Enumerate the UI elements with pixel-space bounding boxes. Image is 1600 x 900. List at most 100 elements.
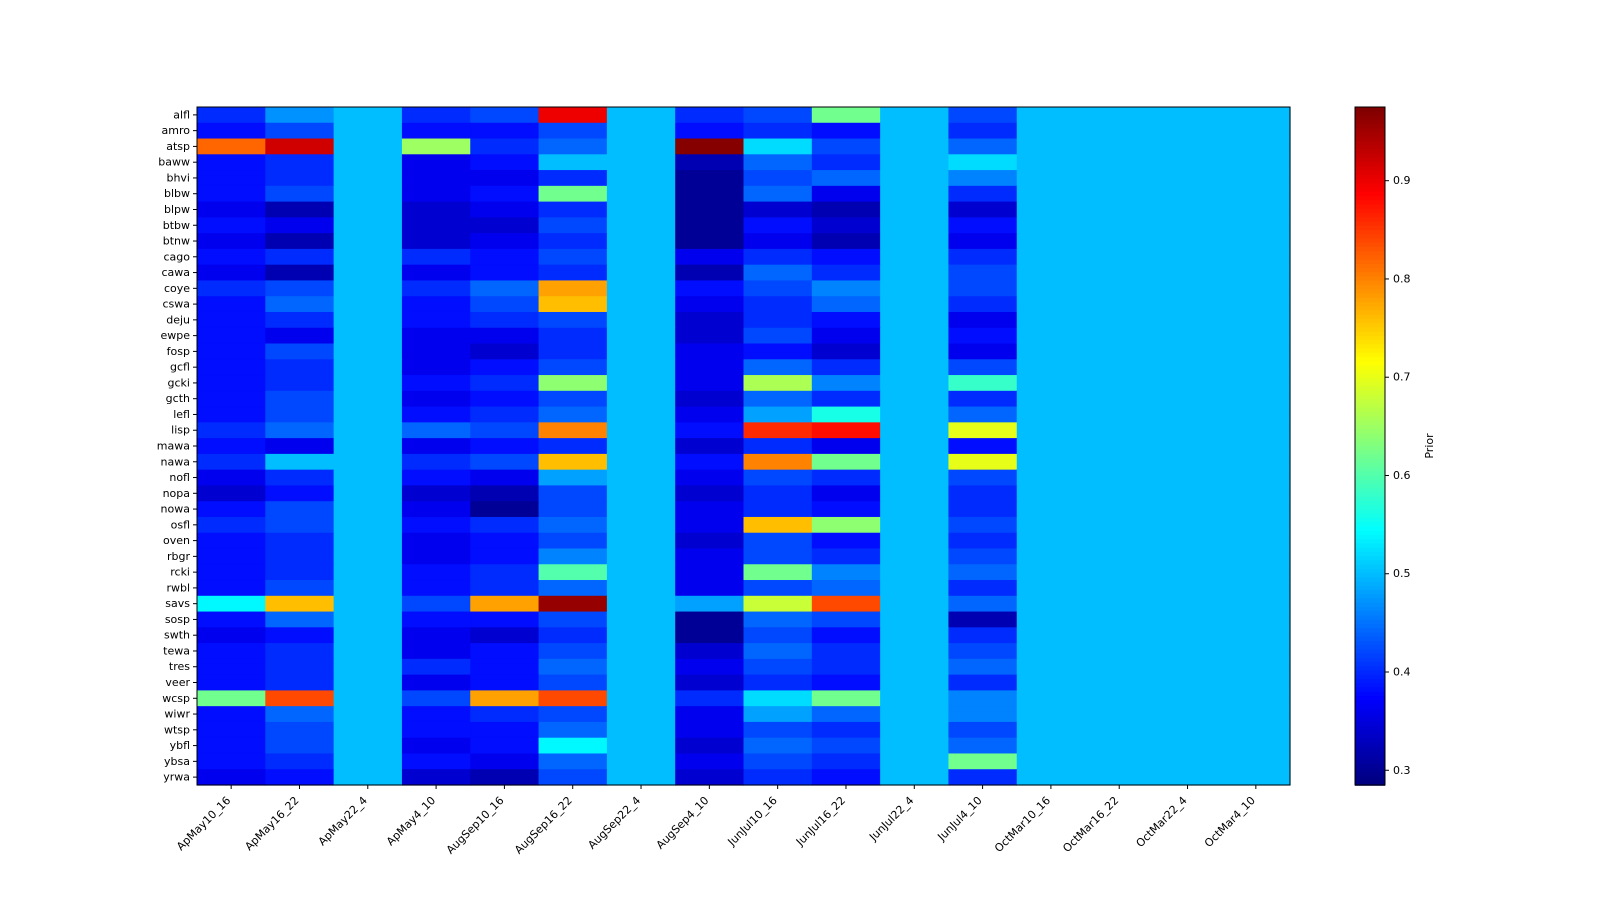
heatmap-cell: [1016, 721, 1086, 739]
heatmap-cell: [538, 737, 608, 755]
heatmap-cell: [1153, 769, 1223, 786]
heatmap-cell: [401, 185, 471, 203]
heatmap-cell: [675, 611, 745, 628]
colorbar-stripe: [1355, 700, 1385, 706]
heatmap-cell: [1016, 170, 1086, 187]
heatmap-cell: [1085, 296, 1154, 313]
heatmap-cell: [811, 296, 881, 313]
heatmap-cell: [470, 564, 540, 581]
heatmap-cell: [948, 737, 1018, 755]
heatmap-cell: [743, 658, 813, 676]
colorbar-stripe: [1355, 729, 1385, 735]
heatmap-cell: [401, 327, 471, 345]
heatmap-cell: [333, 674, 403, 691]
heatmap-cell: [265, 453, 335, 471]
heatmap-cell: [1016, 122, 1086, 140]
y-tick-label: wiwr: [164, 708, 190, 721]
heatmap-cell: [948, 485, 1018, 502]
heatmap-cell: [1016, 280, 1086, 297]
heatmap-cell: [1016, 501, 1086, 518]
heatmap-cell: [470, 485, 540, 502]
heatmap-cell: [743, 721, 813, 739]
heatmap-cell: [197, 453, 266, 471]
colorbar-stripe: [1355, 373, 1385, 379]
heatmap-cell: [675, 674, 745, 691]
heatmap-cell: [401, 375, 471, 392]
colorbar-stripe: [1355, 505, 1385, 511]
heatmap-cell: [1085, 706, 1154, 723]
colorbar-stripe: [1355, 327, 1385, 333]
heatmap-cell: [811, 343, 881, 360]
heatmap-cell: [811, 107, 881, 124]
heatmap-cell: [1016, 658, 1086, 676]
heatmap-cell: [948, 469, 1018, 487]
heatmap-cell: [811, 501, 881, 518]
heatmap-cell: [811, 327, 881, 345]
heatmap-cell: [675, 501, 745, 518]
heatmap-cell: [1153, 264, 1223, 282]
heatmap-cell: [1153, 706, 1223, 723]
heatmap-cell: [880, 280, 950, 297]
colorbar-tick-label: 0.3: [1393, 764, 1411, 777]
heatmap-cell: [1016, 422, 1086, 439]
heatmap-cell: [333, 516, 403, 534]
y-tick-label: tres: [169, 660, 190, 673]
heatmap-cell: [470, 627, 540, 644]
heatmap-cell: [333, 217, 403, 234]
colorbar-stripe: [1355, 772, 1385, 778]
heatmap-cell: [197, 311, 266, 329]
heatmap-cell: [880, 564, 950, 581]
x-tick-label: JunJul4_10: [935, 794, 985, 844]
heatmap-cell: [743, 406, 813, 423]
heatmap-cell: [880, 107, 950, 124]
heatmap-cell: [675, 343, 745, 360]
heatmap-cell: [538, 485, 608, 502]
heatmap-cell: [265, 611, 335, 628]
heatmap-cell: [265, 532, 335, 550]
heatmap-cell: [470, 107, 540, 124]
heatmap-cell: [401, 580, 471, 597]
heatmap-cell: [811, 438, 881, 455]
heatmap-cell: [1153, 359, 1223, 376]
heatmap-cell: [1085, 469, 1154, 487]
heatmap-cell: [1016, 611, 1086, 628]
colorbar-stripe: [1355, 229, 1385, 235]
heatmap-cell: [675, 280, 745, 297]
y-tick-label: nofl: [169, 471, 190, 484]
y-tick-label: cawa: [161, 266, 190, 279]
heatmap-cell: [470, 674, 540, 691]
heatmap-cell: [948, 753, 1018, 770]
heatmap-cell: [606, 264, 676, 282]
heatmap-cell: [743, 248, 813, 266]
heatmap-cell: [470, 390, 540, 408]
heatmap-cell: [197, 674, 266, 691]
heatmap-cell: [880, 690, 950, 707]
heatmap-cell: [606, 406, 676, 423]
heatmap-cell: [401, 406, 471, 423]
x-tick-label: OctMar4_10: [1202, 794, 1258, 850]
heatmap-cell: [675, 264, 745, 282]
heatmap-cell: [675, 107, 745, 124]
colorbar-stripe: [1355, 462, 1385, 468]
heatmap-cell: [811, 611, 881, 628]
heatmap-cell: [675, 737, 745, 755]
heatmap-cell: [1085, 264, 1154, 282]
heatmap-cell: [606, 233, 676, 250]
heatmap-cell: [948, 643, 1018, 660]
heatmap-cell: [880, 343, 950, 360]
heatmap-cell: [538, 406, 608, 423]
x-tick-label: ApMay22_4: [316, 794, 370, 848]
heatmap-cell: [401, 611, 471, 628]
heatmap-cell: [265, 217, 335, 234]
heatmap-cell: [265, 233, 335, 250]
heatmap-cell: [1221, 406, 1291, 423]
heatmap-cell: [1221, 706, 1291, 723]
heatmap-cell: [470, 643, 540, 660]
heatmap-cell: [1085, 138, 1154, 155]
colorbar-stripe: [1355, 712, 1385, 718]
colorbar-stripe: [1355, 395, 1385, 401]
heatmap-cell: [265, 390, 335, 408]
heatmap-cell: [538, 248, 608, 266]
heatmap-cell: [401, 769, 471, 786]
heatmap-cell: [1153, 390, 1223, 408]
